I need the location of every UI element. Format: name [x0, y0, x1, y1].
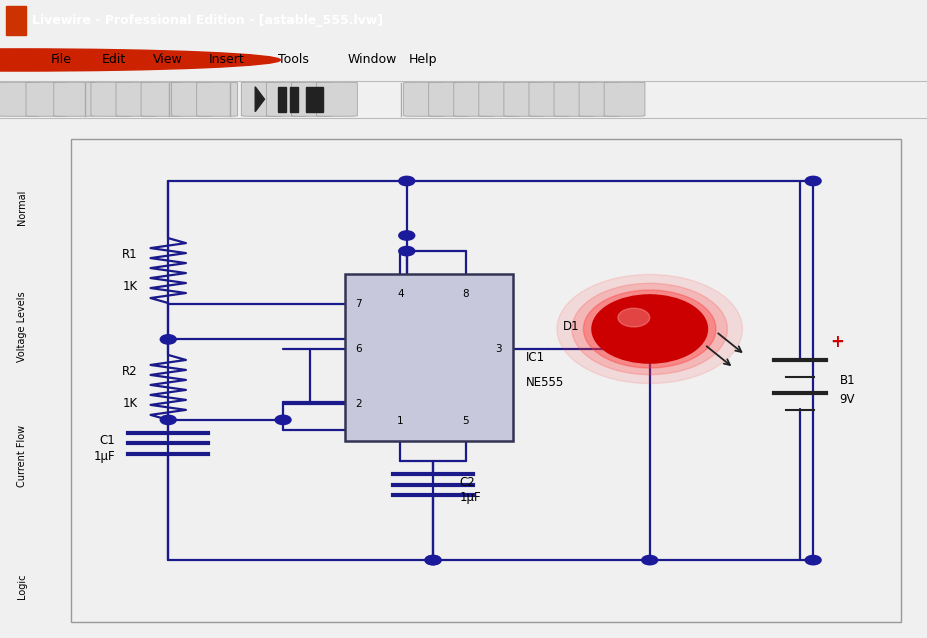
FancyBboxPatch shape	[291, 82, 332, 116]
Text: Livewire - Professional Edition - [astable_555.lvw]: Livewire - Professional Edition - [astab…	[32, 14, 383, 27]
Circle shape	[274, 415, 291, 424]
Text: 1μF: 1μF	[94, 450, 115, 463]
FancyBboxPatch shape	[54, 82, 95, 116]
FancyBboxPatch shape	[197, 82, 237, 116]
Circle shape	[591, 295, 706, 363]
FancyBboxPatch shape	[91, 82, 132, 116]
Circle shape	[160, 415, 176, 424]
FancyBboxPatch shape	[478, 82, 519, 116]
Bar	[278, 87, 286, 112]
Text: 8: 8	[462, 290, 468, 299]
Text: 1K: 1K	[122, 279, 137, 293]
FancyBboxPatch shape	[403, 82, 444, 116]
Text: Window: Window	[348, 53, 397, 66]
Circle shape	[399, 246, 414, 256]
Text: B1: B1	[839, 375, 855, 387]
FancyBboxPatch shape	[241, 82, 282, 116]
Text: File: File	[51, 53, 72, 66]
FancyBboxPatch shape	[528, 82, 569, 116]
Text: Help: Help	[408, 53, 437, 66]
Text: Insert: Insert	[209, 53, 245, 66]
Text: 2: 2	[355, 399, 362, 409]
Text: View: View	[153, 53, 183, 66]
Text: NE555: NE555	[526, 376, 564, 389]
Text: 3: 3	[495, 345, 502, 354]
Text: 1μF: 1μF	[459, 491, 481, 504]
Text: +: +	[829, 333, 843, 351]
Circle shape	[617, 308, 649, 327]
Circle shape	[583, 290, 716, 368]
FancyBboxPatch shape	[553, 82, 594, 116]
Circle shape	[571, 283, 727, 375]
Circle shape	[160, 335, 176, 344]
FancyBboxPatch shape	[316, 82, 357, 116]
FancyBboxPatch shape	[603, 82, 644, 116]
Bar	[290, 87, 298, 112]
FancyBboxPatch shape	[26, 82, 67, 116]
Text: 1: 1	[397, 416, 403, 426]
Text: Tools: Tools	[278, 53, 309, 66]
Circle shape	[399, 176, 414, 186]
FancyBboxPatch shape	[116, 82, 157, 116]
FancyBboxPatch shape	[453, 82, 494, 116]
Text: C1: C1	[99, 434, 115, 447]
Circle shape	[399, 231, 414, 240]
Text: Current Flow: Current Flow	[18, 425, 27, 487]
Circle shape	[805, 556, 820, 565]
Text: Edit: Edit	[102, 53, 126, 66]
Text: R1: R1	[121, 248, 137, 262]
Text: R2: R2	[121, 366, 137, 378]
FancyBboxPatch shape	[171, 82, 212, 116]
Circle shape	[556, 274, 742, 383]
FancyBboxPatch shape	[141, 82, 182, 116]
Text: 1K: 1K	[122, 396, 137, 410]
Circle shape	[641, 556, 657, 565]
Text: Logic: Logic	[18, 574, 27, 599]
Circle shape	[805, 176, 820, 186]
FancyBboxPatch shape	[503, 82, 544, 116]
Bar	[6, 6, 26, 35]
Text: Voltage Levels: Voltage Levels	[18, 291, 27, 362]
FancyBboxPatch shape	[428, 82, 469, 116]
Circle shape	[425, 556, 440, 565]
Text: IC1: IC1	[526, 351, 544, 364]
FancyBboxPatch shape	[266, 82, 307, 116]
Bar	[306, 87, 323, 112]
FancyBboxPatch shape	[0, 82, 39, 116]
Text: D1: D1	[562, 320, 578, 333]
FancyBboxPatch shape	[578, 82, 619, 116]
Polygon shape	[255, 87, 264, 112]
Bar	[345, 274, 513, 441]
Text: 5: 5	[462, 416, 468, 426]
Text: C2: C2	[459, 476, 475, 489]
Text: 9V: 9V	[839, 392, 855, 406]
Text: 4: 4	[397, 290, 403, 299]
Circle shape	[425, 556, 440, 565]
Text: 6: 6	[355, 345, 362, 354]
Text: 7: 7	[355, 299, 362, 309]
Text: Normal: Normal	[18, 189, 27, 225]
Circle shape	[0, 49, 280, 71]
